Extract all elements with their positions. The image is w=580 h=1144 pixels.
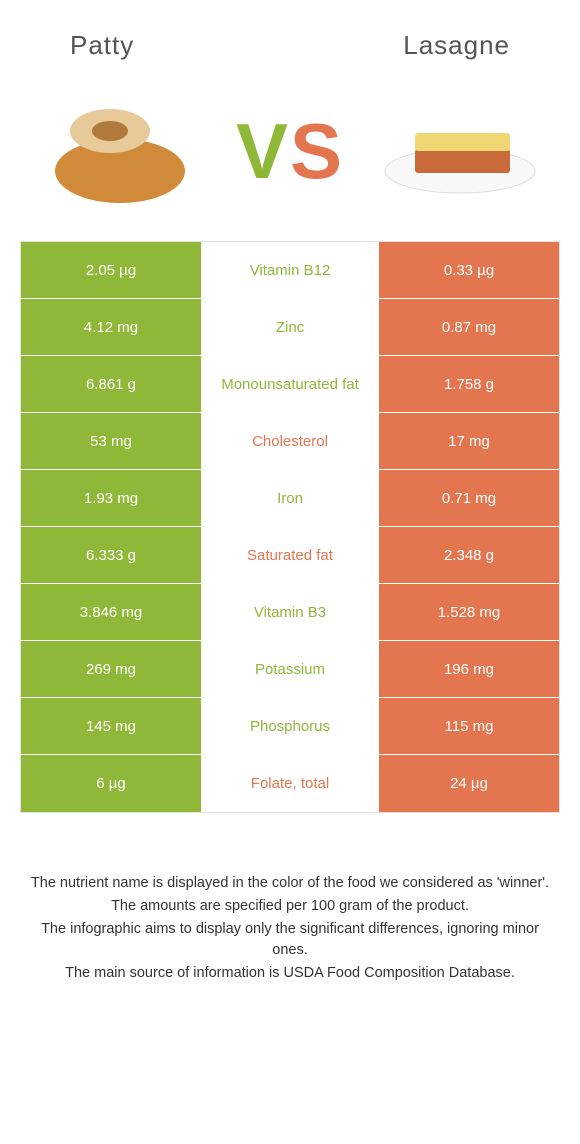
nutrient-label: Vitamin B12 — [201, 242, 379, 298]
table-row: 1.93 mgIron0.71 mg — [21, 470, 559, 527]
note-line: The nutrient name is displayed in the co… — [30, 873, 550, 894]
vs-label: VS — [236, 112, 344, 190]
patty-icon — [40, 96, 200, 206]
value-left: 6 µg — [21, 755, 201, 812]
table-row: 6 µgFolate, total24 µg — [21, 755, 559, 812]
table-row: 6.333 gSaturated fat2.348 g — [21, 527, 559, 584]
note-line: The infographic aims to display only the… — [30, 919, 550, 961]
value-right: 0.33 µg — [379, 242, 559, 298]
nutrient-label: Cholesterol — [201, 413, 379, 469]
value-left: 2.05 µg — [21, 242, 201, 298]
patty-image — [30, 91, 210, 211]
value-left: 145 mg — [21, 698, 201, 754]
value-right: 196 mg — [379, 641, 559, 697]
value-right: 1.758 g — [379, 356, 559, 412]
value-right: 115 mg — [379, 698, 559, 754]
lasagne-icon — [380, 101, 540, 201]
nutrient-label: Zinc — [201, 299, 379, 355]
nutrient-label: Monounsaturated fat — [201, 356, 379, 412]
vs-s: S — [290, 107, 344, 195]
table-row: 53 mgCholesterol17 mg — [21, 413, 559, 470]
nutrient-label: Saturated fat — [201, 527, 379, 583]
value-left: 53 mg — [21, 413, 201, 469]
title-right: Lasagne — [403, 30, 510, 61]
nutrient-label: Folate, total — [201, 755, 379, 812]
nutrient-label: Potassium — [201, 641, 379, 697]
table-row: 6.861 gMonounsaturated fat1.758 g — [21, 356, 559, 413]
title-left: Patty — [70, 30, 134, 61]
table-row: 4.12 mgZinc0.87 mg — [21, 299, 559, 356]
value-right: 1.528 mg — [379, 584, 559, 640]
value-left: 3.846 mg — [21, 584, 201, 640]
value-left: 4.12 mg — [21, 299, 201, 355]
value-left: 6.861 g — [21, 356, 201, 412]
note-line: The main source of information is USDA F… — [30, 963, 550, 984]
footer-notes: The nutrient name is displayed in the co… — [30, 873, 550, 984]
nutrient-label: Vitamin B3 — [201, 584, 379, 640]
nutrient-label: Iron — [201, 470, 379, 526]
value-right: 2.348 g — [379, 527, 559, 583]
table-row: 269 mgPotassium196 mg — [21, 641, 559, 698]
value-right: 0.87 mg — [379, 299, 559, 355]
value-left: 269 mg — [21, 641, 201, 697]
value-right: 0.71 mg — [379, 470, 559, 526]
nutrient-table: 2.05 µgVitamin B120.33 µg4.12 mgZinc0.87… — [20, 241, 560, 813]
vs-row: VS — [0, 71, 580, 241]
note-line: The amounts are specified per 100 gram o… — [30, 896, 550, 917]
value-left: 1.93 mg — [21, 470, 201, 526]
table-row: 2.05 µgVitamin B120.33 µg — [21, 242, 559, 299]
lasagne-image — [370, 91, 550, 211]
value-left: 6.333 g — [21, 527, 201, 583]
header: Patty Lasagne — [0, 0, 580, 71]
vs-v: V — [236, 107, 290, 195]
value-right: 17 mg — [379, 413, 559, 469]
nutrient-label: Phosphorus — [201, 698, 379, 754]
table-row: 145 mgPhosphorus115 mg — [21, 698, 559, 755]
table-row: 3.846 mgVitamin B31.528 mg — [21, 584, 559, 641]
value-right: 24 µg — [379, 755, 559, 812]
